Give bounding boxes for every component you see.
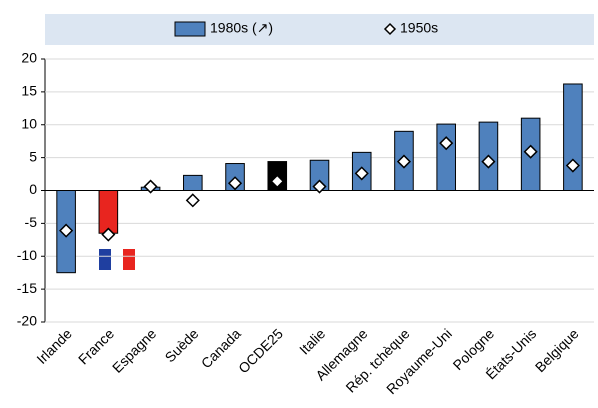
legend-label: 1950s — [400, 20, 438, 36]
x-tick-label: Belgique — [532, 325, 582, 375]
marker — [565, 158, 580, 173]
x-tick-label: Irlande — [33, 325, 75, 367]
x-tick-label: Italie — [296, 325, 328, 357]
bar — [563, 83, 583, 191]
legend-swatch — [174, 21, 206, 37]
y-tick-label: 10 — [21, 115, 37, 131]
x-tick-label: OCDE25 — [235, 325, 286, 376]
marker — [59, 223, 74, 238]
marker — [354, 166, 369, 181]
marker — [270, 174, 285, 189]
marker — [227, 176, 243, 191]
marker — [143, 179, 158, 194]
x-tick-label: Suède — [162, 325, 202, 365]
legend-label: 1980s (↗) — [210, 20, 273, 36]
y-tick-label: 5 — [29, 148, 37, 164]
y-tick-label: -20 — [17, 313, 37, 329]
marker — [396, 154, 412, 169]
marker — [312, 179, 327, 194]
y-tick-label: 20 — [21, 50, 37, 66]
marker — [185, 193, 200, 208]
bar — [436, 123, 456, 191]
marker — [523, 144, 538, 159]
y-tick-label: -15 — [17, 280, 37, 296]
marker — [101, 227, 116, 242]
marker — [481, 154, 496, 169]
legend-marker — [383, 22, 397, 36]
french-flag — [99, 249, 135, 270]
legend-box — [45, 14, 594, 45]
y-tick-label: -5 — [25, 214, 38, 230]
marker — [439, 136, 454, 151]
y-tick-label: 15 — [21, 83, 37, 99]
y-tick-label: 0 — [29, 181, 37, 197]
y-tick-label: -10 — [17, 247, 37, 263]
bar — [183, 174, 203, 192]
bar — [98, 190, 119, 234]
x-tick-label: Espagne — [109, 325, 160, 376]
